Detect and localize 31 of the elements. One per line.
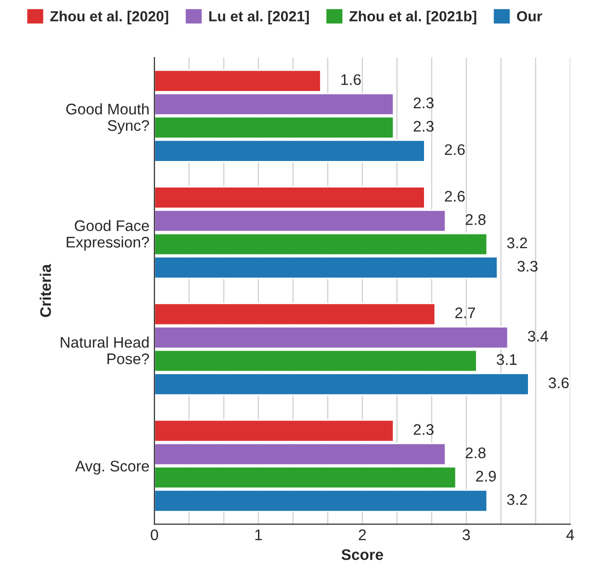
data-label: 2.7 — [455, 307, 476, 318]
y-tick-label: Good Mouth Sync? — [66, 103, 150, 134]
x-tick-label: 0 — [150, 529, 158, 540]
y-axis-title: Criteria — [40, 264, 51, 317]
data-label: 2.8 — [466, 214, 486, 225]
data-label: 3.6 — [548, 377, 569, 388]
legend-label: Lu et al. [2021] — [209, 10, 309, 24]
data-label: 2.3 — [414, 120, 434, 132]
x-tick-label: 3 — [462, 529, 470, 540]
y-tick-label: Avg. Score — [75, 460, 149, 475]
legend-label: Zhou et al. [2020] — [50, 10, 168, 24]
data-label: 2.3 — [414, 424, 434, 435]
data-label: 2.8 — [466, 447, 486, 458]
data-label: 3.2 — [507, 238, 527, 248]
legend-label: Zhou et al. [2021b] — [349, 10, 476, 24]
data-label: 3.2 — [507, 494, 527, 505]
data-label: 2.6 — [444, 190, 465, 202]
y-tick-label: Natural Head Pose? — [60, 336, 150, 364]
data-label: 2.3 — [414, 98, 434, 108]
x-tick-label: 4 — [566, 530, 574, 540]
y-tick-label: Good Face Expression? — [66, 220, 150, 251]
x-tick-label: 1 — [255, 530, 262, 540]
legend-label: Our — [516, 11, 542, 22]
data-label: 3.4 — [528, 330, 548, 342]
x-tick-label: 2 — [358, 529, 366, 540]
data-label: 3.3 — [518, 260, 538, 272]
data-label: 2.6 — [444, 144, 465, 156]
data-label: 2.9 — [476, 470, 496, 482]
x-axis-title: Score — [342, 549, 384, 560]
data-label: 1.6 — [341, 74, 361, 86]
data-label: 3.1 — [496, 354, 517, 365]
